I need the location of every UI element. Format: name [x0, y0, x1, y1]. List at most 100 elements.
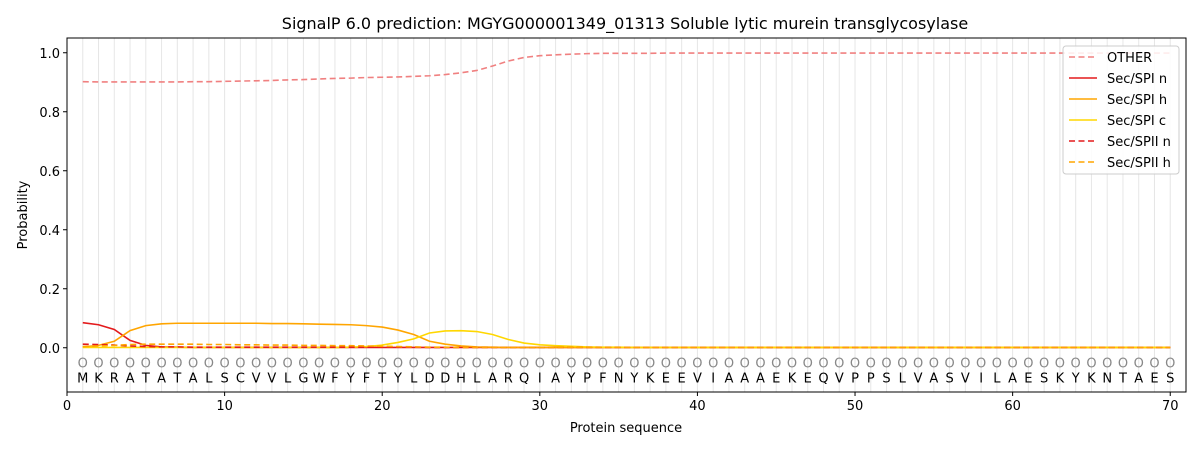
y-axis-title: Probability — [16, 180, 31, 249]
region-marker: O — [267, 357, 277, 372]
region-marker: O — [1023, 357, 1033, 372]
region-marker: O — [487, 357, 497, 372]
region-marker: O — [472, 357, 482, 372]
residue-letter: A — [740, 371, 749, 386]
residue-letter: T — [172, 371, 181, 386]
region-marker: O — [755, 357, 765, 372]
region-marker: O — [346, 357, 356, 372]
residue-letter: M — [77, 371, 88, 386]
region-marker: O — [1149, 357, 1159, 372]
x-tick-label: 50 — [847, 399, 864, 414]
residue-letter: S — [1040, 371, 1048, 386]
x-tick-label: 20 — [374, 399, 391, 414]
region-marker: O — [172, 357, 182, 372]
series-line-sec-spii-h — [82, 343, 1171, 349]
plot-frame — [66, 37, 1187, 393]
region-marker: O — [724, 357, 734, 372]
residue-letter: D — [424, 371, 434, 386]
series-line-other — [82, 52, 1171, 83]
region-marker: O — [535, 357, 545, 372]
legend-label: Sec/SPI c — [1107, 114, 1166, 129]
legend-label: Sec/SPI n — [1107, 72, 1167, 87]
region-marker: O — [377, 357, 387, 372]
residue-letter: E — [772, 371, 780, 386]
region-marker: O — [109, 357, 119, 372]
residue-letter: L — [284, 371, 292, 386]
region-marker: O — [503, 357, 513, 372]
series-lines — [82, 52, 1171, 349]
x-tick-label: 0 — [63, 399, 71, 414]
residue-letter: L — [410, 371, 418, 386]
sequence-annotation: OMOKOROAOTOAOTOAOLOSOCOVOVOLOGOWOFOYOFOT… — [77, 357, 1175, 387]
x-axis-title: Protein sequence — [570, 421, 682, 436]
residue-letter: K — [788, 371, 797, 386]
region-marker: O — [1086, 357, 1096, 372]
residue-letter: Y — [1071, 371, 1080, 386]
residue-letter: V — [252, 371, 261, 386]
region-marker: O — [330, 357, 340, 372]
region-marker: O — [960, 357, 970, 372]
residue-letter: L — [899, 371, 907, 386]
region-marker: O — [93, 357, 103, 372]
region-marker: O — [1118, 357, 1128, 372]
legend-label: Sec/SPI h — [1107, 93, 1167, 108]
residue-letter: E — [1024, 371, 1032, 386]
residue-letter: T — [377, 371, 386, 386]
legend-label: Sec/SPII n — [1107, 135, 1171, 150]
residue-letter: E — [804, 371, 812, 386]
region-marker: O — [156, 357, 166, 372]
region-marker: O — [141, 357, 151, 372]
region-marker: O — [1055, 357, 1065, 372]
region-marker: O — [314, 357, 324, 372]
region-marker: O — [976, 357, 986, 372]
region-marker: O — [866, 357, 876, 372]
region-marker: O — [677, 357, 687, 372]
residue-letter: E — [1150, 371, 1158, 386]
residue-letter: Q — [519, 371, 529, 386]
region-marker: O — [771, 357, 781, 372]
residue-letter: V — [914, 371, 923, 386]
residue-letter: A — [724, 371, 733, 386]
residue-letter: I — [538, 371, 542, 386]
series-line-sec-spi-h — [82, 322, 1171, 349]
region-marker: O — [298, 357, 308, 372]
residue-letter: C — [236, 371, 245, 386]
region-marker: O — [818, 357, 828, 372]
residue-letter: Y — [346, 371, 355, 386]
x-tick-label: 60 — [1004, 399, 1021, 414]
region-marker: O — [440, 357, 450, 372]
residue-letter: R — [504, 371, 513, 386]
region-marker: O — [393, 357, 403, 372]
region-marker: O — [566, 357, 576, 372]
region-marker: O — [1039, 357, 1049, 372]
region-marker: O — [614, 357, 624, 372]
residue-letter: S — [882, 371, 890, 386]
x-axis-ticks: 0 10 20 30 40 50 60 70 — [63, 392, 1179, 414]
region-marker: O — [519, 357, 529, 372]
residue-letter: P — [583, 371, 591, 386]
residue-letter: Y — [629, 371, 638, 386]
y-axis-ticks: 0.0 0.2 0.4 0.6 0.8 1.0 — [39, 47, 67, 357]
region-marker: O — [235, 357, 245, 372]
residue-letter: L — [473, 371, 481, 386]
region-marker: O — [1165, 357, 1175, 372]
residue-letter: A — [1134, 371, 1143, 386]
residue-letter: N — [1102, 371, 1112, 386]
region-marker: O — [834, 357, 844, 372]
residue-letter: G — [298, 371, 308, 386]
region-marker: O — [708, 357, 718, 372]
region-marker: O — [1008, 357, 1018, 372]
y-tick-label: 0.8 — [39, 106, 60, 121]
grid-lines — [82, 38, 1171, 392]
x-tick-label: 10 — [216, 399, 233, 414]
x-tick-label: 70 — [1162, 399, 1179, 414]
region-marker: O — [1071, 357, 1081, 372]
y-tick-label: 0.4 — [39, 224, 60, 239]
y-tick-label: 0.2 — [39, 283, 60, 298]
residue-letter: Q — [818, 371, 828, 386]
residue-letter: N — [614, 371, 624, 386]
region-marker: O — [645, 357, 655, 372]
region-marker: O — [251, 357, 261, 372]
residue-letter: F — [599, 371, 606, 386]
